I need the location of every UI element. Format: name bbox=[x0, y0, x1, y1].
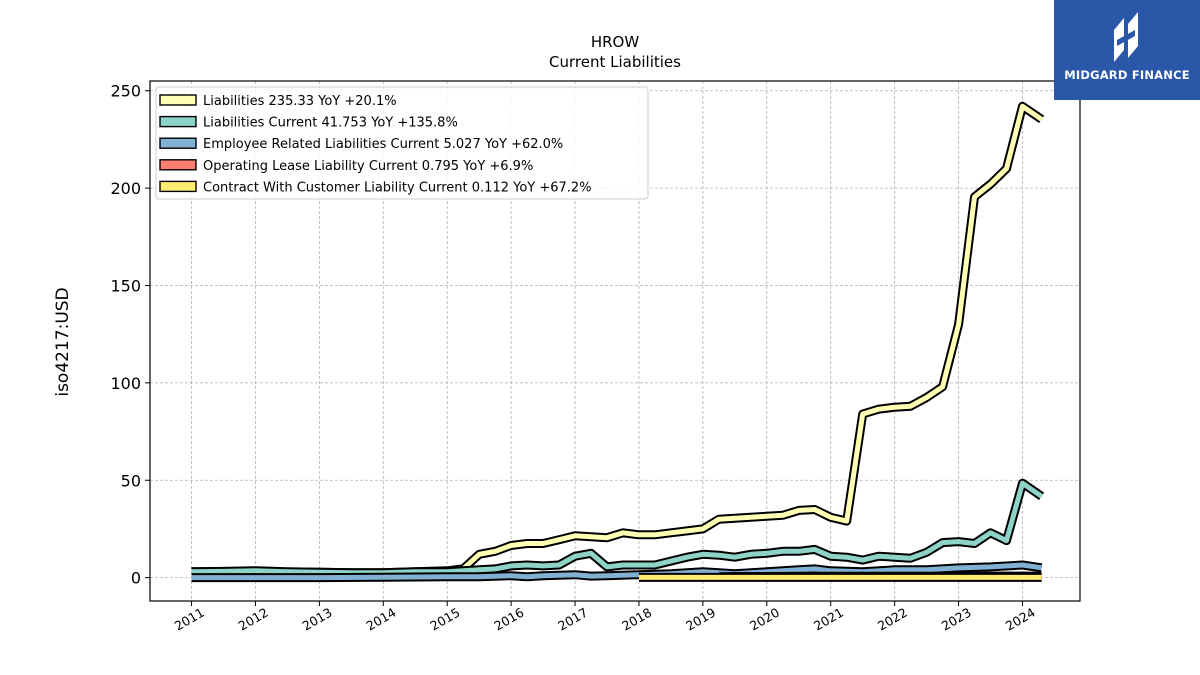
x-tick-label: 2019 bbox=[683, 605, 718, 634]
legend-label-1: Liabilities Current 41.753 YoY +135.8% bbox=[203, 116, 458, 131]
legend-swatch-4 bbox=[159, 180, 197, 193]
y-axis-label: iso4217:USD bbox=[53, 287, 73, 396]
legend-frame bbox=[155, 86, 649, 200]
brand-logo: MIDGARD FINANCE bbox=[1054, 0, 1200, 100]
x-tick-label: 2017 bbox=[555, 605, 590, 634]
x-tick-label: 2023 bbox=[939, 605, 974, 634]
x-tick-label: 2013 bbox=[300, 605, 335, 634]
legend-swatch-2 bbox=[159, 137, 197, 149]
series-layer bbox=[191, 101, 1045, 583]
x-tick-label: 2024 bbox=[1003, 605, 1038, 634]
legend-label-0: Liabilities 235.33 YoY +20.1% bbox=[203, 94, 397, 109]
x-tick-label: 2016 bbox=[491, 605, 526, 634]
x-tick-label: 2021 bbox=[811, 605, 846, 634]
legend: Liabilities 235.33 YoY +20.1% Liabilities… bbox=[155, 86, 649, 200]
brand-name: MIDGARD FINANCE bbox=[1064, 68, 1190, 82]
y-tick-label: 200 bbox=[110, 179, 141, 198]
legend-swatch-3 bbox=[159, 159, 197, 171]
legend-label-2: Employee Related Liabilities Current 5.0… bbox=[203, 137, 563, 152]
x-tick-label: 2011 bbox=[172, 605, 207, 634]
brand-logo-icon bbox=[1114, 12, 1138, 62]
y-tick-label: 250 bbox=[110, 82, 141, 101]
chart-title: HROW bbox=[591, 33, 640, 51]
x-tick-label: 2020 bbox=[747, 605, 782, 634]
y-tick-label: 100 bbox=[110, 374, 141, 393]
series-line-1 bbox=[191, 480, 1044, 576]
legend-label-4: Contract With Customer Liability Current… bbox=[203, 180, 592, 195]
x-tick-label: 2015 bbox=[427, 605, 462, 634]
x-tick-label: 2014 bbox=[364, 605, 399, 634]
y-tick-label: 0 bbox=[131, 569, 141, 588]
x-tick-label: 2012 bbox=[236, 605, 271, 634]
plot-frame bbox=[149, 80, 1081, 602]
x-tick-label: 2022 bbox=[875, 605, 910, 634]
legend-label-3: Operating Lease Liability Current 0.795 … bbox=[203, 159, 533, 174]
x-tick-label: 2018 bbox=[619, 605, 654, 634]
chart-subtitle: Current Liabilities bbox=[549, 53, 681, 71]
y-tick-label: 150 bbox=[110, 276, 141, 295]
y-tick-label: 50 bbox=[121, 471, 141, 490]
legend-swatch-0 bbox=[159, 94, 197, 106]
legend-swatch-1 bbox=[159, 115, 197, 128]
